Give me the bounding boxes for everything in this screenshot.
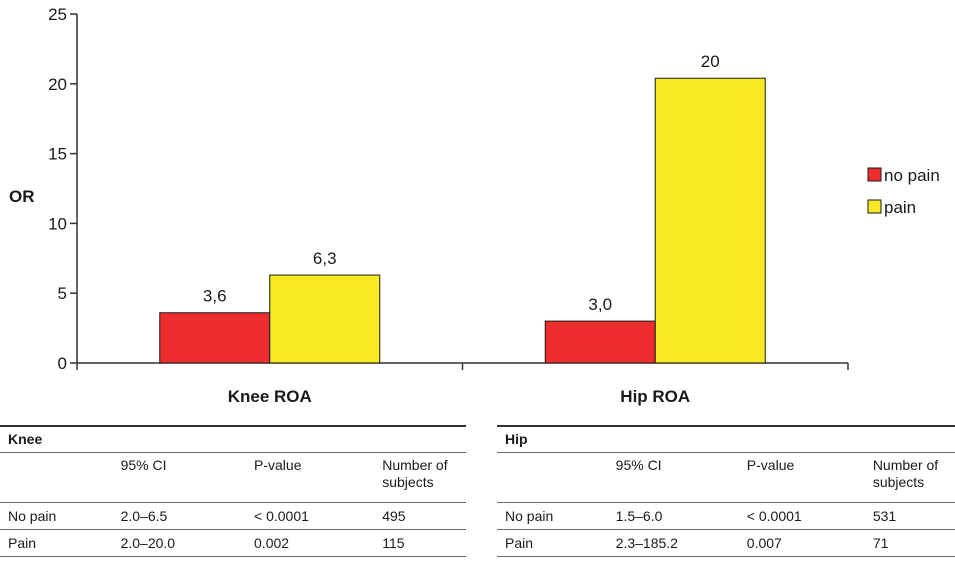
- table-cell: No pain: [0, 502, 113, 530]
- y-tick-label: 5: [58, 284, 67, 303]
- column-header: 95% CI: [112, 452, 247, 503]
- table-cell: 2.0–20.0: [112, 529, 247, 557]
- legend-swatch: [867, 167, 882, 182]
- table-cell: No pain: [497, 502, 608, 530]
- labels: Knee ROA 3,6 6,3 Hip ROA 3,0 20: [203, 52, 720, 406]
- column-header: [0, 452, 113, 503]
- bar: [159, 312, 271, 364]
- table-row: Pain 2.0–20.0 0.002 115: [0, 529, 466, 557]
- column-header: P-value: [246, 452, 375, 503]
- legend: no pain pain: [867, 166, 940, 217]
- table-cell: < 0.0001: [738, 502, 865, 530]
- table-title-row: Knee: [0, 425, 466, 453]
- table-title: Knee: [0, 425, 466, 453]
- table-row: No pain 2.0–6.5 < 0.0001 495: [0, 502, 466, 530]
- legend-label: pain: [884, 198, 916, 217]
- y-tick-label: 25: [48, 5, 67, 24]
- table-cell: 531: [864, 502, 955, 530]
- bar: [544, 320, 656, 364]
- column-header: 95% CI: [607, 452, 739, 503]
- table-cell: 115: [374, 529, 466, 557]
- column-header: Number of subjects: [374, 452, 466, 503]
- y-tick-label: 15: [48, 145, 67, 164]
- table-cell: 0.002: [246, 529, 375, 557]
- table-title-row: Hip: [497, 425, 955, 453]
- table-cell: 71: [864, 529, 955, 557]
- y-tick-label: 20: [48, 75, 67, 94]
- data-label: 3,0: [588, 295, 612, 314]
- table-row: Pain 2.3–185.2 0.007 71: [497, 529, 955, 557]
- table-row: No pain 1.5–6.0 < 0.0001 531: [497, 502, 955, 530]
- table-title: Hip: [497, 425, 955, 453]
- table-cell: 2.3–185.2: [607, 529, 739, 557]
- table-cell: Pain: [0, 529, 113, 557]
- data-label: 6,3: [313, 249, 337, 268]
- hip-table: Hip 95% CI P-value Number of subjects No…: [497, 425, 955, 557]
- x-tick-label: Knee ROA: [228, 387, 312, 406]
- table-cell: < 0.0001: [246, 502, 375, 530]
- legend-swatch: [867, 199, 882, 214]
- column-header: P-value: [738, 452, 865, 503]
- data-label: 3,6: [203, 287, 227, 306]
- table-cell: Pain: [497, 529, 608, 557]
- bars: [159, 77, 766, 364]
- bar: [654, 77, 766, 364]
- column-header: [497, 452, 608, 503]
- knee-table: Knee 95% CI P-value Number of subjects N…: [0, 425, 466, 557]
- table-header-row: 95% CI P-value Number of subjects: [0, 452, 466, 503]
- x-tick-label: Hip ROA: [620, 387, 690, 406]
- table-cell: 0.007: [738, 529, 865, 557]
- y-axis-title: OR: [9, 187, 35, 206]
- table-cell: 1.5–6.0: [607, 502, 739, 530]
- data-label: 20: [701, 52, 720, 71]
- y-tick-label: 0: [58, 354, 67, 373]
- legend-label: no pain: [884, 166, 940, 185]
- table-cell: 495: [374, 502, 466, 530]
- table-cell: 2.0–6.5: [112, 502, 247, 530]
- bar: [269, 274, 381, 364]
- table-header-row: 95% CI P-value Number of subjects: [497, 452, 955, 503]
- y-tick-label: 10: [48, 214, 67, 233]
- column-header: Number of subjects: [864, 452, 955, 503]
